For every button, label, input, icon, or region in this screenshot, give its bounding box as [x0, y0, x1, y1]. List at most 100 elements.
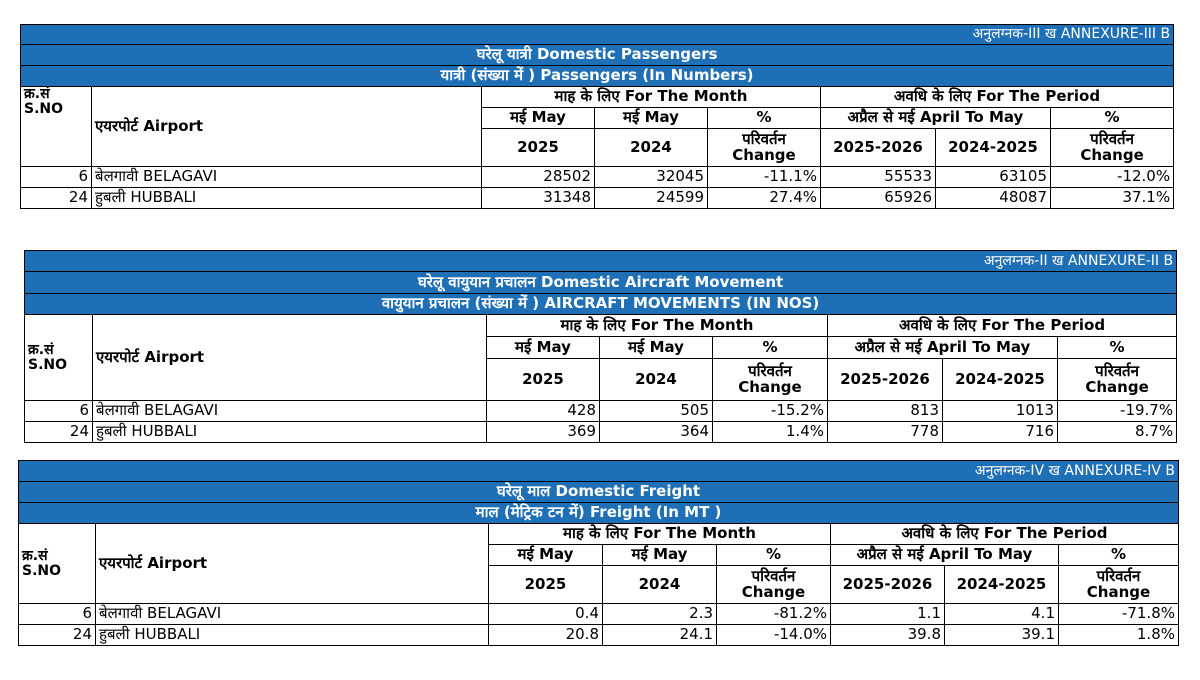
fy-header: 2024-2025 — [942, 358, 1058, 401]
fy-header: 2025-2026 — [820, 128, 936, 167]
table-subtitle: यात्री (संख्या में ) Passengers (In Numb… — [19, 65, 1175, 87]
table-row: 6 बेलगावी BELAGAVI 0.4 2.3 -81.2% 1.1 4.… — [18, 603, 1179, 625]
annexure-label: अनुलग्नक-II ख ANNEXURE-II B — [23, 250, 1178, 272]
change-header: परिवर्तन Change — [1058, 565, 1179, 604]
value-cell: 65926 — [820, 187, 936, 209]
year-header: 2024 — [602, 565, 717, 604]
year-header: 2025 — [486, 358, 600, 401]
april-may-header: अप्रैल से मई April To May — [827, 336, 1058, 359]
value-cell: 63105 — [935, 166, 1051, 188]
value-cell: 55533 — [820, 166, 936, 188]
fy-header: 2025-2026 — [830, 565, 945, 604]
sno-header: क्र.सं S.NO — [18, 523, 96, 604]
may-header: मई May — [488, 544, 603, 566]
may-header: मई May — [599, 336, 713, 359]
value-cell: 4.1 — [944, 603, 1059, 625]
value-cell: 39.1 — [944, 624, 1059, 646]
change-cell: -12.0% — [1049, 166, 1175, 188]
change-header: परिवर्तन Change — [716, 565, 831, 604]
sno-cell: 24 — [18, 624, 96, 646]
table-row: 6 बेलगावी BELAGAVI 28502 32045 -11.1% 55… — [20, 166, 1175, 188]
period-header: अवधि के लिए For The Period — [826, 314, 1178, 337]
table-subtitle: वायुयान प्रचालन (संख्या में ) AIRCRAFT M… — [23, 293, 1178, 315]
sno-cell: 6 — [18, 603, 96, 625]
value-cell: 716 — [942, 421, 1058, 443]
value-cell: 505 — [599, 400, 713, 422]
change-cell: -14.0% — [716, 624, 831, 646]
value-cell: 24.1 — [602, 624, 717, 646]
change-header: परिवर्तन Change — [1049, 128, 1175, 167]
pct-header: % — [707, 107, 821, 129]
fy-header: 2024-2025 — [935, 128, 1051, 167]
sno-header: क्र.सं S.NO — [24, 314, 93, 401]
airport-header: एयरपोर्ट Airport — [91, 86, 482, 167]
sno-cell: 24 — [24, 421, 93, 443]
table-title: घरेलू यात्री Domestic Passengers — [19, 44, 1175, 66]
annexure-label: अनुलग्नक-III ख ANNEXURE-III B — [19, 24, 1175, 45]
year-header: 2025 — [481, 128, 595, 167]
value-cell: 28502 — [481, 166, 595, 188]
value-cell: 428 — [486, 400, 600, 422]
table-row: 24 हुबली HUBBALI 369 364 1.4% 778 716 8.… — [24, 421, 1178, 443]
change-header: परिवर्तन Change — [707, 128, 821, 167]
value-cell: 39.8 — [830, 624, 945, 646]
value-cell: 20.8 — [488, 624, 603, 646]
airport-cell: हुबली HUBBALI — [91, 187, 482, 209]
table-title: घरेलू वायुयान प्रचालन Domestic Aircraft … — [23, 271, 1178, 294]
airport-header: एयरपोर्ट Airport — [92, 314, 487, 401]
fy-header: 2025-2026 — [827, 358, 943, 401]
pct-header: % — [1049, 107, 1175, 129]
airport-header: एयरपोर्ट Airport — [95, 523, 489, 604]
airport-cell: बेलगावी BELAGAVI — [92, 400, 487, 422]
sno-label: क्र.सं S.NO — [28, 341, 68, 373]
value-cell: 1013 — [942, 400, 1058, 422]
pct-header: % — [1056, 336, 1178, 359]
freight-table: अनुलग्नक-IV ख ANNEXURE-IV B घरेलू माल Do… — [18, 460, 1179, 646]
change-cell: 8.7% — [1056, 421, 1178, 443]
aircraft-table: अनुलग्नक-II ख ANNEXURE-II B घरेलू वायुया… — [23, 250, 1178, 443]
value-cell: 813 — [827, 400, 943, 422]
value-cell: 24599 — [594, 187, 708, 209]
month-header: माह के लिए For The Month — [486, 314, 828, 337]
sno-cell: 6 — [24, 400, 93, 422]
change-header: परिवर्तन Change — [1056, 358, 1178, 401]
value-cell: 778 — [827, 421, 943, 443]
fy-header: 2024-2025 — [944, 565, 1059, 604]
april-may-header: अप्रैल से मई April To May — [830, 544, 1059, 566]
value-cell: 2.3 — [602, 603, 717, 625]
passengers-table: अनुलग्नक-III ख ANNEXURE-III B घरेलू यात्… — [19, 24, 1175, 209]
pct-header: % — [716, 544, 831, 566]
pct-header: % — [712, 336, 828, 359]
sno-cell: 24 — [20, 187, 92, 209]
table-title: घरेलू माल Domestic Freight — [18, 481, 1179, 503]
value-cell: 364 — [599, 421, 713, 443]
value-cell: 369 — [486, 421, 600, 443]
change-cell: 27.4% — [707, 187, 821, 209]
value-cell: 0.4 — [488, 603, 603, 625]
table-row: 24 हुबली HUBBALI 20.8 24.1 -14.0% 39.8 3… — [18, 624, 1179, 646]
change-cell: -11.1% — [707, 166, 821, 188]
table-row: 6 बेलगावी BELAGAVI 428 505 -15.2% 813 10… — [24, 400, 1178, 422]
airport-cell: बेलगावी BELAGAVI — [91, 166, 482, 188]
year-header: 2024 — [599, 358, 713, 401]
value-cell: 31348 — [481, 187, 595, 209]
month-header: माह के लिए For The Month — [481, 86, 821, 108]
year-header: 2024 — [594, 128, 708, 167]
may-header: मई May — [602, 544, 717, 566]
value-cell: 48087 — [935, 187, 1051, 209]
may-header: मई May — [486, 336, 600, 359]
may-header: मई May — [594, 107, 708, 129]
year-header: 2025 — [488, 565, 603, 604]
change-cell: 1.8% — [1058, 624, 1179, 646]
change-cell: 1.4% — [712, 421, 828, 443]
period-header: अवधि के लिए For The Period — [830, 523, 1179, 545]
change-cell: -19.7% — [1056, 400, 1178, 422]
period-header: अवधि के लिए For The Period — [819, 86, 1175, 108]
pct-header: % — [1058, 544, 1179, 566]
sno-header: क्र.सं S.NO — [20, 86, 92, 167]
value-cell: 1.1 — [830, 603, 945, 625]
april-may-header: अप्रैल से मई April To May — [820, 107, 1051, 129]
month-header: माह के लिए For The Month — [488, 523, 831, 545]
sno-cell: 6 — [20, 166, 92, 188]
may-header: मई May — [481, 107, 595, 129]
